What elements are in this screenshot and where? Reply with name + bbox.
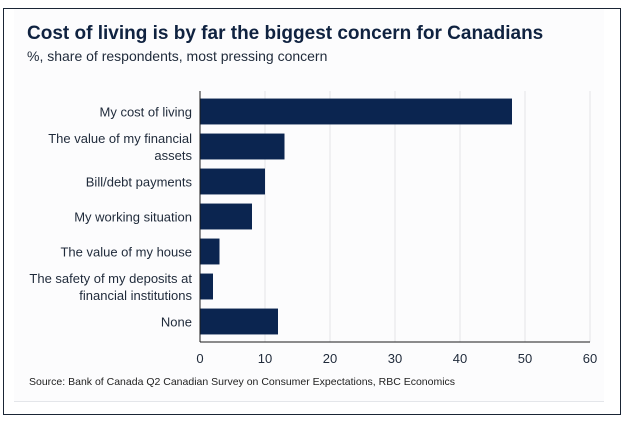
category-label: My cost of living: [100, 105, 192, 120]
chart-panel: [14, 9, 604, 402]
chart-card: [3, 8, 621, 415]
category-label: The value of my financial: [48, 131, 192, 146]
x-tick-label: 30: [388, 351, 402, 366]
category-label: The value of my house: [60, 245, 192, 260]
bar: [200, 98, 512, 125]
category-label: My working situation: [74, 210, 192, 225]
category-label: assets: [154, 148, 192, 163]
x-tick-label: 20: [323, 351, 337, 366]
bar: [200, 308, 278, 335]
category-label: None: [161, 315, 192, 330]
bar: [200, 133, 285, 160]
bar: [200, 203, 252, 230]
x-tick-label: 60: [583, 351, 597, 366]
chart-subtitle: %, share of respondents, most pressing c…: [27, 48, 328, 64]
bar: [200, 168, 265, 195]
category-label: The safety of my deposits at: [29, 271, 192, 286]
x-tick-label: 0: [196, 351, 203, 366]
x-tick-label: 40: [453, 351, 467, 366]
bar: [200, 238, 220, 265]
chart-title: Cost of living is by far the biggest con…: [27, 23, 544, 44]
category-label: financial institutions: [79, 288, 192, 303]
x-tick-label: 50: [518, 351, 532, 366]
x-tick-label: 10: [258, 351, 272, 366]
chart-source: Source: Bank of Canada Q2 Canadian Surve…: [29, 376, 456, 388]
bar: [200, 273, 213, 300]
category-label: Bill/debt payments: [86, 175, 193, 190]
